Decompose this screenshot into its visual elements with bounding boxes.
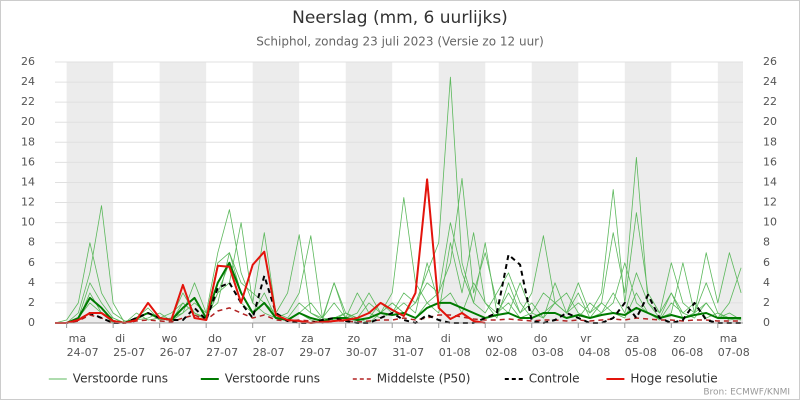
series-line <box>55 307 742 324</box>
y-tick-label: 0 <box>28 316 35 329</box>
y2-tick-label: 14 <box>763 175 777 188</box>
x-tick-label: 02-08 <box>485 346 517 359</box>
x-tick-label: 27-07 <box>206 346 238 359</box>
x-tick-label: 25-07 <box>113 346 145 359</box>
x-tick-label: 05-08 <box>625 346 657 359</box>
x-tick-label: 04-08 <box>578 346 610 359</box>
source: Bron: ECMWF/KNMI <box>703 388 790 398</box>
y-tick-label: 4 <box>28 276 35 289</box>
y-tick-label: 22 <box>21 95 35 108</box>
x-tick-day: ma <box>720 332 737 345</box>
x-tick-day: za <box>627 332 640 345</box>
y2-tick-label: 2 <box>763 296 770 309</box>
y2-tick-label: 0 <box>763 316 770 329</box>
y2-tick-label: 10 <box>763 216 777 229</box>
x-tick-day: vr <box>580 332 592 345</box>
x-tick-label: 31-07 <box>392 346 424 359</box>
y-tick-label: 20 <box>21 115 35 128</box>
y-tick-label: 16 <box>21 155 35 168</box>
x-tick-day: wo <box>162 332 178 345</box>
day-band <box>531 62 579 323</box>
day-band <box>66 62 114 323</box>
day-bands <box>66 62 743 323</box>
day-band <box>438 62 486 323</box>
day-band <box>624 62 672 323</box>
y2-tick-label: 8 <box>763 236 770 249</box>
y2-tick-label: 18 <box>763 135 777 148</box>
x-tick-label: 06-08 <box>671 346 703 359</box>
y2-tick-label: 12 <box>763 196 777 209</box>
x-tick-label: 01-08 <box>439 346 471 359</box>
x-tick-day: za <box>301 332 314 345</box>
day-band <box>252 62 300 323</box>
y-tick-label: 24 <box>21 75 35 88</box>
x-tick-label: 28-07 <box>253 346 285 359</box>
x-tick-day: di <box>441 332 451 345</box>
series-line <box>55 234 742 324</box>
series-line <box>54 157 742 324</box>
x-tick-day: do <box>208 332 222 345</box>
y-tick-label: 12 <box>21 196 35 209</box>
y-tick-label: 6 <box>28 256 35 269</box>
y2-tick-label: 26 <box>763 55 777 68</box>
y2-tick-label: 24 <box>763 75 777 88</box>
chart-subtitle: Schiphol, zondag 23 juli 2023 (Versie zo… <box>256 35 544 49</box>
legend-label: Verstoorde runs <box>73 372 168 386</box>
legend-label: Middelste (P50) <box>377 372 471 386</box>
x-tick-day: ma <box>394 332 411 345</box>
y2-tick-label: 4 <box>763 276 770 289</box>
x-tick-day: wo <box>487 332 503 345</box>
day-band <box>345 62 393 323</box>
legend-label: Hoge resolutie <box>630 372 717 386</box>
y2-tick-label: 6 <box>763 256 770 269</box>
chart-title: Neerslag (mm, 6 uurlijks) <box>292 8 508 28</box>
legend: Verstoorde runs Verstoorde runs Middelste … <box>48 372 718 386</box>
x-tick-day: vr <box>255 332 267 345</box>
y2-tick-label: 20 <box>763 115 777 128</box>
y2-tick-label: 22 <box>763 95 777 108</box>
day-band <box>159 62 207 323</box>
x-tick-day: di <box>115 332 125 345</box>
x-tick-label: 29-07 <box>299 346 331 359</box>
x-tick-label: 30-07 <box>346 346 378 359</box>
x-tick-label: 26-07 <box>160 346 192 359</box>
x-tick-day: ma <box>69 332 86 345</box>
x-tick-label: 24-07 <box>67 346 99 359</box>
y2-tick-label: 16 <box>763 155 777 168</box>
x-tick-day: do <box>534 332 548 345</box>
y-tick-label: 26 <box>21 55 35 68</box>
y-tick-label: 8 <box>28 236 35 249</box>
series <box>54 76 742 324</box>
day-band <box>717 62 743 323</box>
legend-label: Controle <box>529 372 580 386</box>
x-tick-label: 07-08 <box>718 346 750 359</box>
x-tick-day: zo <box>673 332 686 345</box>
y-tick-label: 14 <box>21 175 35 188</box>
x-tick-day: zo <box>348 332 361 345</box>
x-tick-label: 03-08 <box>532 346 564 359</box>
y-tick-label: 10 <box>21 216 35 229</box>
y-tick-label: 18 <box>21 135 35 148</box>
y-tick-label: 2 <box>28 296 35 309</box>
legend-label: Verstoorde runs <box>225 372 320 386</box>
